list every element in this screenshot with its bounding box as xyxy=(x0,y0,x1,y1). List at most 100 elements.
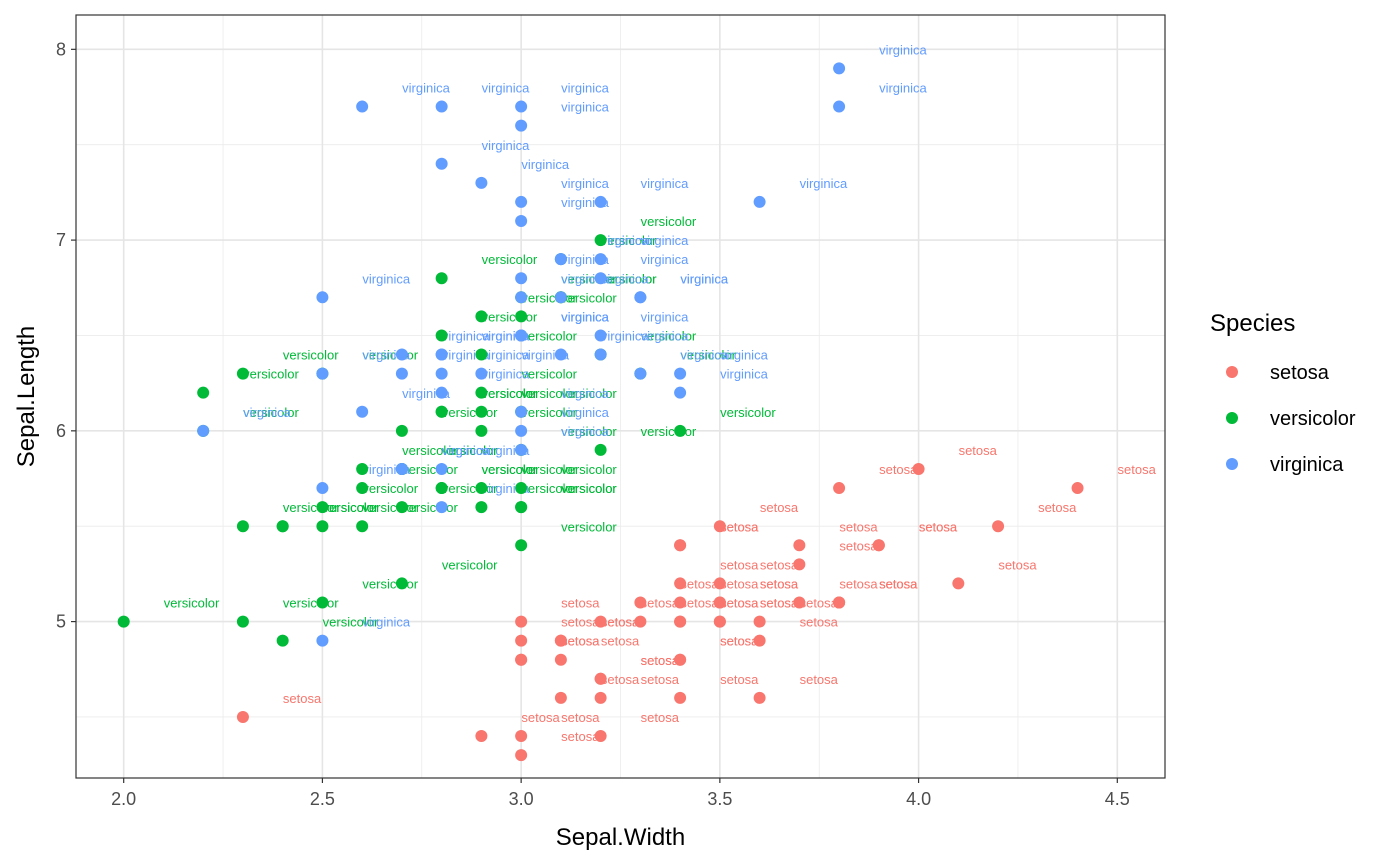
point-label: virginica xyxy=(561,309,609,324)
data-point xyxy=(475,482,488,495)
data-point xyxy=(833,62,846,75)
point-label: virginica xyxy=(680,271,728,286)
data-point xyxy=(475,386,488,399)
point-label: versicolor xyxy=(283,348,339,363)
data-point xyxy=(197,386,210,399)
series-setosa-points xyxy=(236,462,1084,762)
point-label: versicolor xyxy=(362,577,418,592)
point-label: setosa xyxy=(561,596,600,611)
point-label: virginica xyxy=(561,405,609,420)
legend: Species setosa versicolor virginica xyxy=(1210,310,1356,476)
point-label: setosa xyxy=(641,672,680,687)
point-label: versicolor xyxy=(442,443,498,458)
legend-key-versicolor xyxy=(1226,412,1238,424)
point-label: versicolor xyxy=(521,367,577,382)
point-label: setosa xyxy=(919,519,958,534)
point-label: versicolor xyxy=(561,386,617,401)
data-point xyxy=(356,482,369,495)
point-label: virginica xyxy=(680,271,728,286)
data-point xyxy=(435,272,448,285)
point-label: versicolor xyxy=(521,329,577,344)
data-point xyxy=(594,272,607,285)
data-point xyxy=(1071,482,1084,495)
point-label: versicolor xyxy=(521,386,577,401)
panel-border xyxy=(75,14,1166,779)
point-label: virginica xyxy=(879,42,927,57)
data-point xyxy=(236,710,249,723)
point-label: versicolor xyxy=(442,443,498,458)
data-point xyxy=(515,195,528,208)
data-point xyxy=(674,596,687,609)
data-point xyxy=(554,634,567,647)
data-point xyxy=(594,348,607,361)
data-point xyxy=(356,462,369,475)
point-label: virginica xyxy=(561,100,609,115)
data-point xyxy=(872,539,885,552)
point-label: virginica xyxy=(720,348,768,363)
point-label: setosa xyxy=(879,577,918,592)
data-point xyxy=(316,367,329,380)
data-point xyxy=(554,348,567,361)
point-label: versicolor xyxy=(482,386,538,401)
point-label: setosa xyxy=(720,519,759,534)
point-label: versicolor xyxy=(601,271,657,286)
point-label: versicolor xyxy=(442,557,498,572)
data-point xyxy=(634,367,647,380)
point-label: virginica xyxy=(482,348,530,363)
data-point xyxy=(515,539,528,552)
data-point xyxy=(276,634,289,647)
data-point xyxy=(674,615,687,628)
data-point xyxy=(117,615,130,628)
data-point xyxy=(395,424,408,437)
point-label: setosa xyxy=(1038,500,1077,515)
point-label: setosa xyxy=(800,672,839,687)
data-point xyxy=(634,615,647,628)
legend-label-versicolor: versicolor xyxy=(1270,408,1356,430)
point-label: virginica xyxy=(641,233,689,248)
data-point xyxy=(515,424,528,437)
data-point xyxy=(674,691,687,704)
data-point xyxy=(316,596,329,609)
point-label: setosa xyxy=(601,615,640,630)
point-label: virginica xyxy=(561,386,609,401)
point-label: versicolor xyxy=(482,386,538,401)
point-label: versicolor xyxy=(601,233,657,248)
point-label: setosa xyxy=(720,557,759,572)
data-point xyxy=(753,691,766,704)
point-label: virginica xyxy=(521,157,569,172)
data-point xyxy=(833,100,846,113)
data-point xyxy=(395,501,408,514)
data-point xyxy=(276,520,289,533)
data-point xyxy=(833,482,846,495)
point-label: virginica xyxy=(879,81,927,96)
point-label: setosa xyxy=(720,672,759,687)
legend-label-setosa: setosa xyxy=(1270,362,1330,384)
point-label: virginica xyxy=(442,443,490,458)
point-label: setosa xyxy=(561,710,600,725)
data-point xyxy=(236,520,249,533)
data-point xyxy=(594,730,607,743)
point-label: setosa xyxy=(800,596,839,611)
point-label: setosa xyxy=(998,557,1037,572)
x-tick-label: 3.0 xyxy=(509,789,534,809)
data-point xyxy=(197,424,210,437)
point-label: virginica xyxy=(641,329,689,344)
point-label: setosa xyxy=(879,462,918,477)
point-label: versicolor xyxy=(323,615,379,630)
data-point xyxy=(594,443,607,456)
point-label: setosa xyxy=(283,691,322,706)
point-layer xyxy=(117,62,1084,762)
legend-items: setosa versicolor virginica xyxy=(1226,362,1356,476)
point-label: versicolor xyxy=(561,424,617,439)
data-point xyxy=(515,100,528,113)
point-label: virginica xyxy=(561,424,609,439)
data-point xyxy=(793,558,806,571)
data-point xyxy=(515,730,528,743)
point-label: setosa xyxy=(1118,462,1157,477)
legend-label-virginica: virginica xyxy=(1270,454,1344,476)
y-tick-label: 7 xyxy=(56,230,66,250)
data-point xyxy=(435,367,448,380)
point-label: versicolor xyxy=(402,500,458,515)
data-point xyxy=(674,539,687,552)
data-point xyxy=(395,462,408,475)
